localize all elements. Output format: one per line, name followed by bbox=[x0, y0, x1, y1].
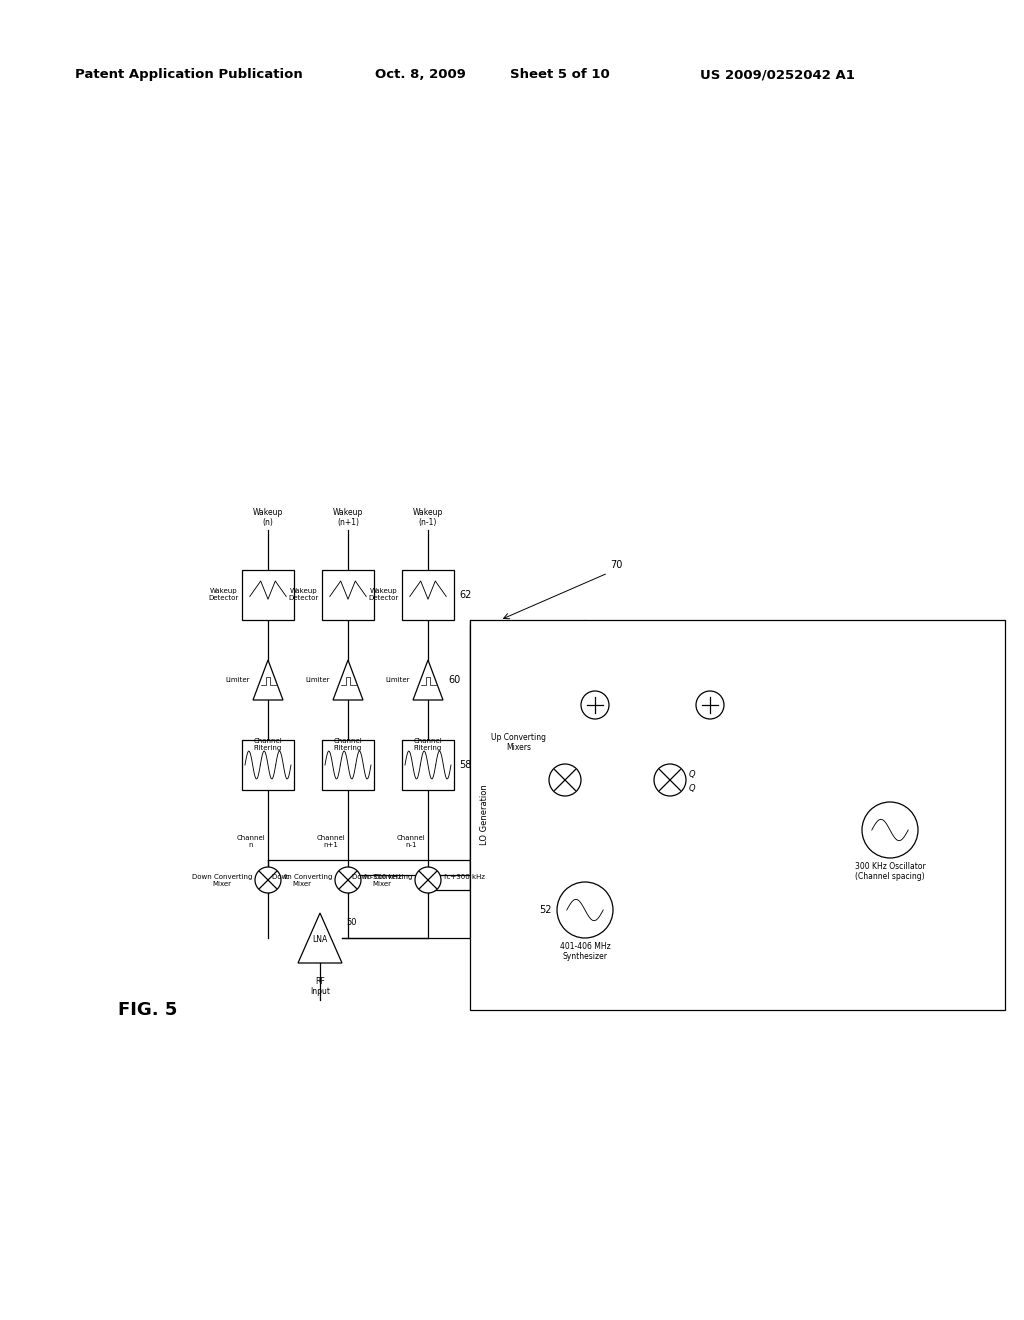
Text: Down Converting
Mixer: Down Converting Mixer bbox=[351, 874, 412, 887]
Bar bbox=[322, 570, 374, 620]
Text: Wakeup
Detector: Wakeup Detector bbox=[209, 589, 239, 602]
Bar bbox=[470, 620, 1005, 1010]
Circle shape bbox=[696, 690, 724, 719]
Text: 62: 62 bbox=[459, 590, 471, 601]
Text: FIG. 5: FIG. 5 bbox=[118, 1001, 177, 1019]
Polygon shape bbox=[333, 660, 362, 700]
Text: 300 KHz Oscillator
(Channel spacing): 300 KHz Oscillator (Channel spacing) bbox=[855, 862, 926, 882]
Text: Channel
Filtering: Channel Filtering bbox=[414, 738, 442, 751]
Text: LNA: LNA bbox=[312, 936, 328, 945]
Circle shape bbox=[415, 867, 441, 894]
Text: Limiter: Limiter bbox=[225, 677, 250, 682]
Text: Up Converting
Mixers: Up Converting Mixers bbox=[490, 733, 546, 752]
Circle shape bbox=[581, 690, 609, 719]
Text: Wakeup
(n-1): Wakeup (n-1) bbox=[413, 508, 443, 527]
Text: Channel
Filtering: Channel Filtering bbox=[254, 738, 283, 751]
Text: 50: 50 bbox=[346, 917, 356, 927]
Circle shape bbox=[862, 803, 918, 858]
Text: fc+300 kHz: fc+300 kHz bbox=[444, 874, 485, 880]
Text: Patent Application Publication: Patent Application Publication bbox=[75, 69, 303, 81]
Bar bbox=[402, 570, 454, 620]
Polygon shape bbox=[413, 660, 443, 700]
Text: Wakeup
(n): Wakeup (n) bbox=[253, 508, 284, 527]
Text: Wakeup
Detector: Wakeup Detector bbox=[289, 589, 319, 602]
Text: 70: 70 bbox=[610, 560, 623, 570]
Text: Wakeup
Detector: Wakeup Detector bbox=[369, 589, 399, 602]
Text: US 2009/0252042 A1: US 2009/0252042 A1 bbox=[700, 69, 855, 81]
Text: Wakeup
(n+1): Wakeup (n+1) bbox=[333, 508, 364, 527]
Bar bbox=[402, 741, 454, 789]
Circle shape bbox=[335, 867, 361, 894]
Text: Channel
n+1: Channel n+1 bbox=[316, 836, 345, 847]
Polygon shape bbox=[253, 660, 283, 700]
Circle shape bbox=[255, 867, 281, 894]
Text: Oct. 8, 2009: Oct. 8, 2009 bbox=[375, 69, 466, 81]
Text: RF
Input: RF Input bbox=[310, 977, 330, 997]
Bar bbox=[242, 741, 294, 789]
Text: fc: fc bbox=[284, 874, 291, 880]
Bar bbox=[242, 570, 294, 620]
Text: LO Generation: LO Generation bbox=[480, 784, 489, 845]
Text: 401-406 MHz
Synthesizer: 401-406 MHz Synthesizer bbox=[560, 942, 610, 961]
Circle shape bbox=[557, 882, 613, 939]
Text: 58: 58 bbox=[459, 760, 471, 770]
Text: 52: 52 bbox=[540, 906, 552, 915]
Text: Down Converting
Mixer: Down Converting Mixer bbox=[271, 874, 332, 887]
Circle shape bbox=[549, 764, 581, 796]
Bar bbox=[322, 741, 374, 789]
Text: Channel
Filtering: Channel Filtering bbox=[334, 738, 362, 751]
Circle shape bbox=[654, 764, 686, 796]
Text: Sheet 5 of 10: Sheet 5 of 10 bbox=[510, 69, 609, 81]
Text: Channel
n: Channel n bbox=[237, 836, 265, 847]
Text: Limiter: Limiter bbox=[385, 677, 410, 682]
Text: Q: Q bbox=[689, 770, 695, 779]
Text: 60: 60 bbox=[449, 675, 460, 685]
Text: Down Converting
Mixer: Down Converting Mixer bbox=[191, 874, 252, 887]
Text: Limiter: Limiter bbox=[305, 677, 330, 682]
Text: Channel
n-1: Channel n-1 bbox=[396, 836, 425, 847]
Text: Q: Q bbox=[689, 784, 695, 792]
Text: fc-300 kHz: fc-300 kHz bbox=[364, 874, 401, 880]
Polygon shape bbox=[298, 913, 342, 964]
